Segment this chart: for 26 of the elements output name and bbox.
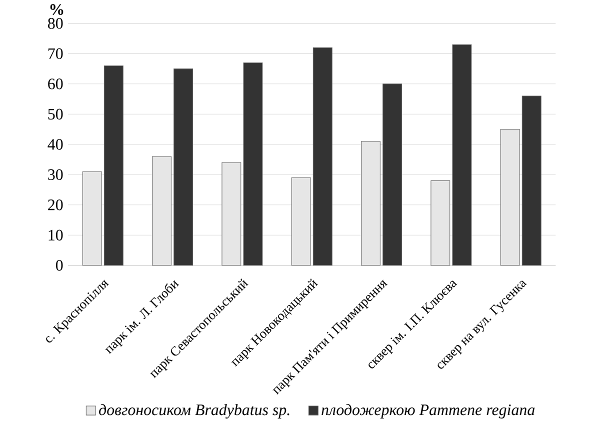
bar <box>361 141 380 266</box>
y-tick-label: 50 <box>48 108 63 120</box>
bar <box>382 84 402 266</box>
bar <box>312 47 332 266</box>
bar <box>452 44 472 266</box>
y-axis-title: % <box>50 4 64 15</box>
bar <box>82 171 102 266</box>
bar <box>291 177 311 266</box>
bar <box>222 162 242 266</box>
y-tick-label: 70 <box>48 48 63 60</box>
bar <box>152 156 172 266</box>
y-tick-label: 40 <box>48 139 63 150</box>
y-tick-label: 80 <box>48 18 63 29</box>
bar <box>430 180 450 266</box>
bar <box>104 66 124 266</box>
bar <box>174 68 194 266</box>
y-tick-label: 60 <box>48 78 63 90</box>
y-tick-label: 0 <box>56 260 63 271</box>
y-tick-label: 20 <box>48 199 63 210</box>
legend-label: довгоносиком Bradybatus sp. <box>99 404 290 418</box>
y-tick-label: 10 <box>48 230 63 240</box>
bar <box>243 62 263 266</box>
y-tick-label: 30 <box>48 169 63 180</box>
legend-label: плодожеркою Pammene regiana <box>322 404 535 418</box>
bar <box>500 129 520 266</box>
bar <box>522 96 542 266</box>
